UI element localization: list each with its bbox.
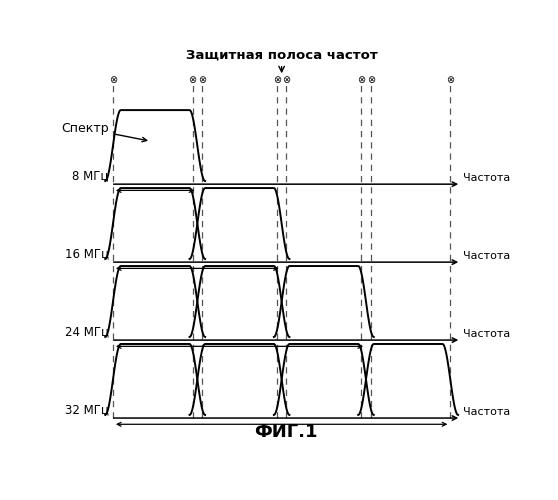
Text: ⊗: ⊗ — [273, 75, 281, 85]
Text: ⊗: ⊗ — [367, 75, 375, 85]
Text: ФИГ.1: ФИГ.1 — [254, 423, 318, 441]
Text: ⊗: ⊗ — [109, 75, 117, 85]
Text: ⊗: ⊗ — [189, 75, 196, 85]
Text: Частота: Частота — [463, 328, 511, 338]
Text: 24 МГц: 24 МГц — [65, 326, 109, 338]
Text: ⊗: ⊗ — [282, 75, 291, 85]
Text: ⊗: ⊗ — [357, 75, 365, 85]
Text: Частота: Частота — [463, 250, 511, 260]
Text: Спектр: Спектр — [61, 122, 109, 134]
Text: Защитная полоса частот: Защитная полоса частот — [186, 49, 378, 62]
Text: 32 МГц: 32 МГц — [65, 404, 109, 416]
Text: ⊗: ⊗ — [198, 75, 206, 85]
Text: Частота: Частота — [463, 406, 511, 416]
Text: 16 МГц: 16 МГц — [65, 248, 109, 260]
Text: Частота: Частота — [463, 172, 511, 182]
Text: 8 МГц: 8 МГц — [73, 170, 109, 182]
Text: ⊗: ⊗ — [446, 75, 454, 85]
